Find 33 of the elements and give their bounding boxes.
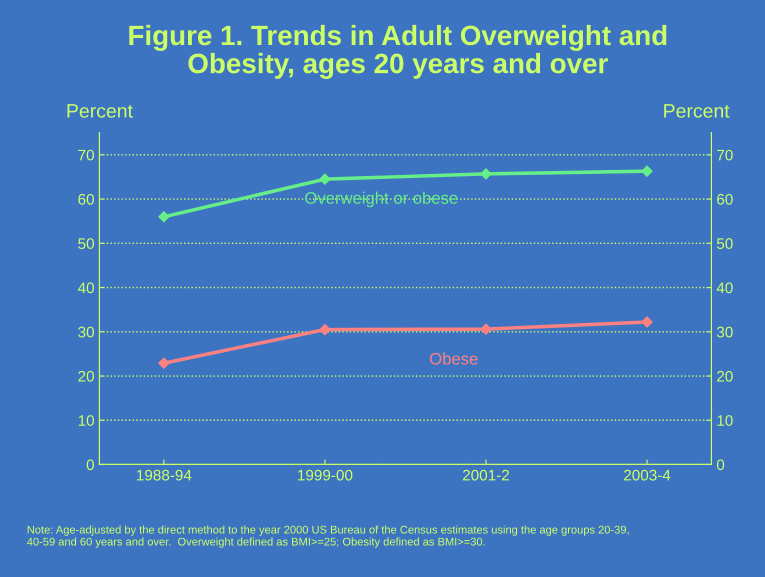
y-tick-label: 0 bbox=[86, 459, 94, 470]
y2-tick-label: 50 bbox=[716, 238, 733, 249]
y2-tick-label: 10 bbox=[717, 415, 733, 426]
y2-axis-title: Percent bbox=[664, 104, 730, 118]
y2-tick-label: 0 bbox=[716, 459, 724, 470]
point bbox=[319, 174, 331, 185]
y-tick-label: 10 bbox=[78, 415, 94, 426]
series-label: Obese bbox=[430, 352, 478, 365]
point bbox=[158, 358, 170, 369]
point bbox=[641, 316, 653, 328]
x-tick-label: 1988-94 bbox=[137, 470, 192, 481]
chart-title: Figure 1. Trends in Adult Overweight and Obesity, ages 20 years and over bbox=[129, 24, 666, 79]
point bbox=[319, 324, 331, 336]
y-tick-label: 60 bbox=[78, 194, 94, 205]
y-tick-label: 30 bbox=[78, 326, 94, 338]
y-tick-label: 50 bbox=[78, 238, 94, 249]
point bbox=[158, 211, 170, 222]
y2-tick-label: 40 bbox=[716, 282, 733, 294]
point bbox=[480, 168, 492, 180]
y2-tick-label: 70 bbox=[717, 150, 733, 161]
y-axis-title: Percent bbox=[68, 104, 133, 118]
point bbox=[480, 324, 492, 335]
y-tick-label: 70 bbox=[78, 150, 94, 161]
y-tick-label: 40 bbox=[78, 282, 94, 294]
text: Note: Age-adjusted by the direct method to the year 2000 US Bureau of the Census estimates using the age groups 20-39, 40-59 and 60 years and over. Overweight defined as BMI>=25; Obesity defined as BMI>=30. bbox=[27, 525, 629, 548]
x-tick-label: 1999-00 bbox=[298, 470, 352, 481]
x-tick-label: 2003-4 bbox=[624, 470, 670, 481]
y2-tick-label: 20 bbox=[717, 370, 733, 382]
y-tick-label: 20 bbox=[78, 370, 94, 382]
series-label: Overweight or obese bbox=[305, 192, 458, 208]
y2-tick-label: 60 bbox=[717, 194, 733, 205]
y2-tick-label: 30 bbox=[716, 326, 733, 338]
x-tick-label: 2001-2 bbox=[462, 470, 509, 481]
